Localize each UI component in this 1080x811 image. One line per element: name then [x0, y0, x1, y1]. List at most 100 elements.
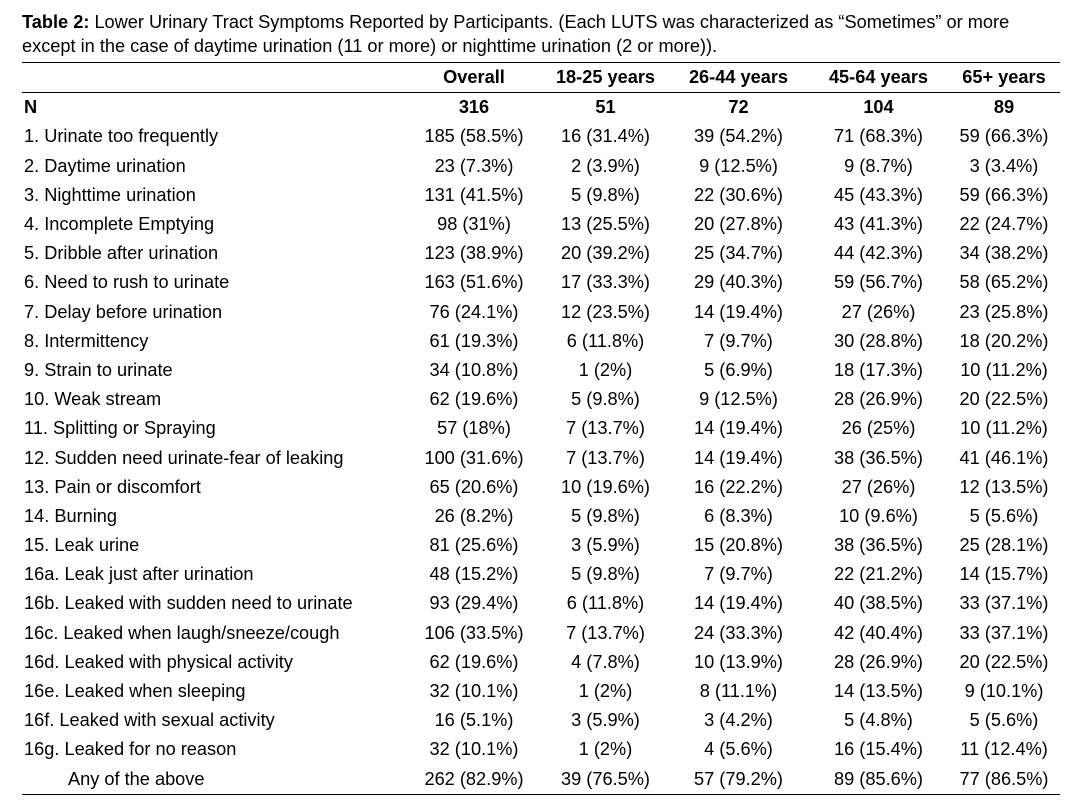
- table-cell: 104: [863, 97, 894, 118]
- table-cell: 6 (11.8%): [566, 593, 645, 614]
- table-cell: 20 (22.5%): [959, 651, 1049, 672]
- table-header-row: Overall 18-25 years 26-44 years 45-64 years…: [22, 61, 1060, 94]
- table-row: 16d. Leaked with physical activity 62 (19…: [22, 648, 1060, 677]
- table-cell: 14 (19.4%): [694, 447, 783, 468]
- row-label: 16a. Leak just after urination: [24, 564, 254, 585]
- table-cell: 27 (26%): [841, 476, 916, 497]
- table-cell: 6 (11.8%): [566, 330, 645, 351]
- table-cell: 11 (12.4%): [960, 739, 1048, 760]
- table-cell: 89 (85.6%): [809, 764, 948, 795]
- table-cell: 93 (29.4%): [429, 593, 519, 614]
- row-label: 10. Weak stream: [24, 389, 162, 410]
- table-row: N 316 51 72 104 89: [22, 93, 1060, 123]
- table-row: 16g. Leaked for no reason 32 (10.1%) 1 (2%…: [22, 735, 1060, 764]
- table-cell: 5 (9.8%): [571, 505, 640, 526]
- table-cell: 22 (24.7%): [959, 214, 1049, 235]
- table-cell: 12 (23.5%): [561, 301, 650, 322]
- table-cell: 57 (79.2%): [668, 764, 809, 795]
- column-header: 65+ years: [948, 61, 1060, 94]
- row-label: 11. Splitting or Spraying: [24, 418, 216, 439]
- table-cell: 58 (65.2%): [959, 272, 1049, 293]
- table-cell: 5 (6.9%): [704, 359, 773, 380]
- table-cell: 3 (3.4%): [969, 155, 1039, 176]
- table-cell: 26 (8.2%): [434, 505, 514, 526]
- table-cell: 48 (15.2%): [429, 564, 519, 585]
- table-row: 15. Leak urine 81 (25.6%) 3 (5.9%) 15 (20.8…: [22, 531, 1060, 560]
- table-cell: 62 (19.6%): [429, 651, 519, 672]
- table-cell: 5 (9.8%): [571, 184, 640, 205]
- table-row: 5. Dribble after urination 123 (38.9%) 20 …: [22, 239, 1060, 268]
- table-cell: 71 (68.3%): [834, 126, 923, 147]
- table-cell: 41 (46.1%): [959, 447, 1049, 468]
- table-cell: 7 (9.7%): [704, 564, 773, 585]
- table-cell: 14 (19.4%): [694, 301, 783, 322]
- table-cell: 9 (12.5%): [699, 155, 778, 176]
- table-cell: 3 (5.9%): [571, 710, 640, 731]
- row-label: 16e. Leaked when sleeping: [24, 681, 246, 702]
- table-cell: 39 (76.5%): [543, 764, 668, 795]
- table-cell: 33 (37.1%): [959, 593, 1049, 614]
- table-cell: 5 (4.8%): [844, 710, 913, 731]
- table-cell: 81 (25.6%): [429, 535, 519, 556]
- table-cell: 45 (43.3%): [834, 184, 923, 205]
- table-row: 12. Sudden need urinate-fear of leaking 1…: [22, 443, 1060, 472]
- column-header: Overall: [405, 61, 543, 94]
- table-cell: 10 (11.2%): [960, 418, 1048, 439]
- table-row: 16a. Leak just after urination 48 (15.2%)…: [22, 560, 1060, 589]
- table-cell: 3 (5.9%): [571, 535, 640, 556]
- column-header: 26-44 years: [668, 61, 809, 94]
- row-label: 16c. Leaked when laugh/sneeze/cough: [24, 622, 340, 643]
- table-cell: 100 (31.6%): [424, 447, 524, 468]
- table-cell: 22 (30.6%): [694, 184, 783, 205]
- row-label: 13. Pain or discomfort: [24, 476, 201, 497]
- table-cell: 23 (25.8%): [959, 301, 1049, 322]
- table-cell: 4 (7.8%): [571, 651, 640, 672]
- table-cell: 44 (42.3%): [834, 243, 923, 264]
- row-label: Any of the above: [22, 764, 405, 795]
- table-cell: 61 (19.3%): [429, 330, 519, 351]
- table-row: 13. Pain or discomfort 65 (20.6%) 10 (19.6…: [22, 473, 1060, 502]
- table-cell: 25 (34.7%): [694, 243, 783, 264]
- table-cell: 9 (10.1%): [964, 681, 1044, 702]
- table-cell: 10 (11.2%): [960, 359, 1048, 380]
- table-cell: 13 (25.5%): [561, 214, 650, 235]
- table-row: 4. Incomplete Emptying 98 (31%) 13 (25.5%)…: [22, 210, 1060, 239]
- table-cell: 10 (9.6%): [839, 505, 918, 526]
- row-label: 7. Delay before urination: [24, 301, 223, 322]
- table-cell: 8 (11.1%): [699, 681, 778, 702]
- row-label: 5. Dribble after urination: [24, 243, 219, 264]
- table-cell: 38 (36.5%): [834, 447, 923, 468]
- table-cell: 6 (8.3%): [704, 505, 773, 526]
- column-header: 45-64 years: [809, 61, 948, 94]
- table-cell: 59 (66.3%): [959, 184, 1049, 205]
- table-cell: 62 (19.6%): [429, 389, 519, 410]
- table-cell: 30 (28.8%): [834, 330, 923, 351]
- row-label: 1. Urinate too frequently: [24, 126, 219, 147]
- row-label: 16g. Leaked for no reason: [24, 739, 237, 760]
- table-cell: 22 (21.2%): [834, 564, 923, 585]
- table-cell: 24 (33.3%): [694, 622, 783, 643]
- table-cell: 5 (5.6%): [969, 505, 1039, 526]
- row-label: N: [24, 97, 38, 118]
- row-label: 16b. Leaked with sudden need to urinate: [24, 593, 353, 614]
- table-cell: 76 (24.1%): [429, 301, 519, 322]
- row-label: 15. Leak urine: [24, 535, 140, 556]
- table-caption: Table 2: Lower Urinary Tract Symptoms Re…: [22, 10, 1062, 58]
- table-cell: 12 (13.5%): [959, 476, 1049, 497]
- table-row: 14. Burning 26 (8.2%) 5 (9.8%) 6 (8.3%) 10 (…: [22, 502, 1060, 531]
- table-cell: 7 (13.7%): [566, 622, 645, 643]
- table-row: 10. Weak stream 62 (19.6%) 5 (9.8%) 9 (12.5…: [22, 385, 1060, 414]
- table-cell: 163 (51.6%): [424, 272, 524, 293]
- table-cell: 33 (37.1%): [959, 622, 1049, 643]
- table-cell: 51: [595, 97, 616, 118]
- table-cell: 59 (66.3%): [959, 126, 1049, 147]
- table-cell: 25 (28.1%): [959, 535, 1049, 556]
- table-cell: 14 (19.4%): [694, 418, 783, 439]
- table-cell: 4 (5.6%): [704, 739, 773, 760]
- table-cell: 77 (86.5%): [948, 764, 1060, 795]
- table-cell: 98 (31%): [437, 214, 511, 235]
- table-cell: 32 (10.1%): [429, 681, 519, 702]
- table-row: 8. Intermittency 61 (19.3%) 6 (11.8%) 7 (9.…: [22, 327, 1060, 356]
- table-cell: 16 (31.4%): [561, 126, 650, 147]
